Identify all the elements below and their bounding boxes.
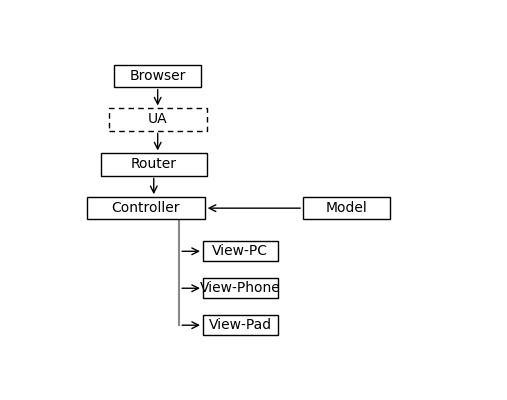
Text: View-Phone: View-Phone — [200, 281, 280, 295]
FancyBboxPatch shape — [203, 241, 277, 261]
Text: View-PC: View-PC — [212, 244, 268, 258]
Text: View-Pad: View-Pad — [208, 318, 272, 332]
FancyBboxPatch shape — [101, 153, 207, 176]
Text: Browser: Browser — [129, 69, 186, 83]
Text: Router: Router — [131, 158, 177, 172]
Text: Model: Model — [325, 201, 367, 215]
Text: UA: UA — [148, 112, 167, 126]
FancyBboxPatch shape — [303, 197, 389, 219]
FancyBboxPatch shape — [115, 65, 201, 87]
FancyBboxPatch shape — [203, 315, 277, 335]
FancyBboxPatch shape — [203, 278, 277, 298]
FancyBboxPatch shape — [108, 108, 207, 130]
Text: Controller: Controller — [112, 201, 180, 215]
FancyBboxPatch shape — [87, 197, 205, 219]
